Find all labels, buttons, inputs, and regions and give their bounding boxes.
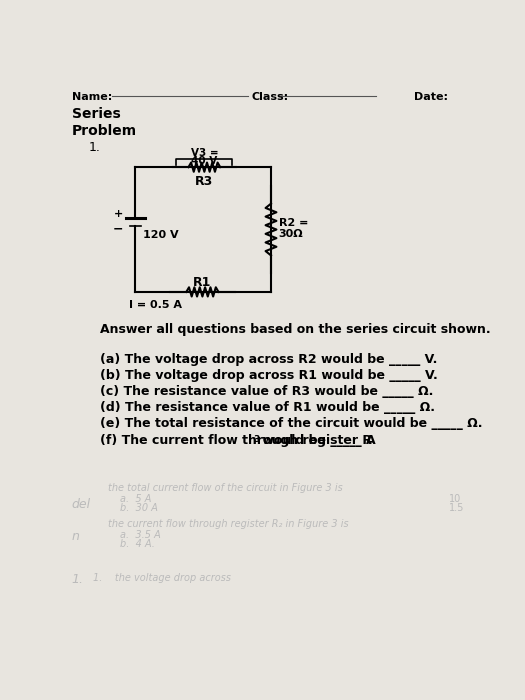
- Text: the total current flow of the circuit in Figure 3 is: the total current flow of the circuit in…: [108, 483, 343, 493]
- Text: Answer all questions based on the series circuit shown.: Answer all questions based on the series…: [100, 323, 491, 336]
- Text: b.  4 A.: b. 4 A.: [120, 539, 155, 549]
- Text: 1.5: 1.5: [449, 503, 465, 513]
- Text: (a) The voltage drop across R2 would be _____ V.: (a) The voltage drop across R2 would be …: [100, 353, 438, 365]
- Text: a.  3.5 A: a. 3.5 A: [120, 530, 161, 540]
- Text: 1.: 1.: [89, 141, 101, 154]
- Text: would be _____ A: would be _____ A: [258, 433, 375, 447]
- Text: V3 =: V3 =: [191, 148, 218, 158]
- Text: R2 =: R2 =: [279, 218, 308, 228]
- Text: Class:: Class:: [251, 92, 289, 102]
- Text: 120 V: 120 V: [143, 230, 179, 240]
- Text: 30Ω: 30Ω: [279, 229, 303, 239]
- Text: −: −: [113, 223, 123, 235]
- Text: (c) The resistance value of R3 would be _____ Ω.: (c) The resistance value of R3 would be …: [100, 385, 434, 398]
- Text: the current flow through register R₂ in Figure 3 is: the current flow through register R₂ in …: [108, 519, 349, 529]
- Text: (d) The resistance value of R1 would be _____ Ω.: (d) The resistance value of R1 would be …: [100, 401, 436, 414]
- Text: 1.    the voltage drop across: 1. the voltage drop across: [93, 573, 231, 583]
- Text: 10: 10: [449, 494, 461, 503]
- Text: (f) The current flow through register R: (f) The current flow through register R: [100, 433, 373, 447]
- Text: I = 0.5 A: I = 0.5 A: [129, 300, 182, 309]
- Text: b.  30 A: b. 30 A: [120, 503, 158, 513]
- Text: 3: 3: [253, 435, 259, 444]
- Text: n: n: [72, 530, 80, 542]
- Text: Problem: Problem: [72, 124, 137, 138]
- Text: Date:: Date:: [414, 92, 448, 102]
- Text: (b) The voltage drop across R1 would be _____ V.: (b) The voltage drop across R1 would be …: [100, 369, 438, 382]
- Text: R1: R1: [193, 276, 212, 290]
- Text: Name:: Name:: [72, 92, 112, 102]
- Text: 40 V: 40 V: [191, 156, 217, 167]
- Text: +: +: [114, 209, 123, 219]
- Text: del: del: [72, 498, 91, 511]
- Text: 1.: 1.: [72, 573, 84, 586]
- Text: (e) The total resistance of the circuit would be _____ Ω.: (e) The total resistance of the circuit …: [100, 417, 483, 430]
- Text: R3: R3: [195, 175, 214, 188]
- Text: Series: Series: [72, 107, 121, 121]
- Text: a.  5 A: a. 5 A: [120, 494, 151, 503]
